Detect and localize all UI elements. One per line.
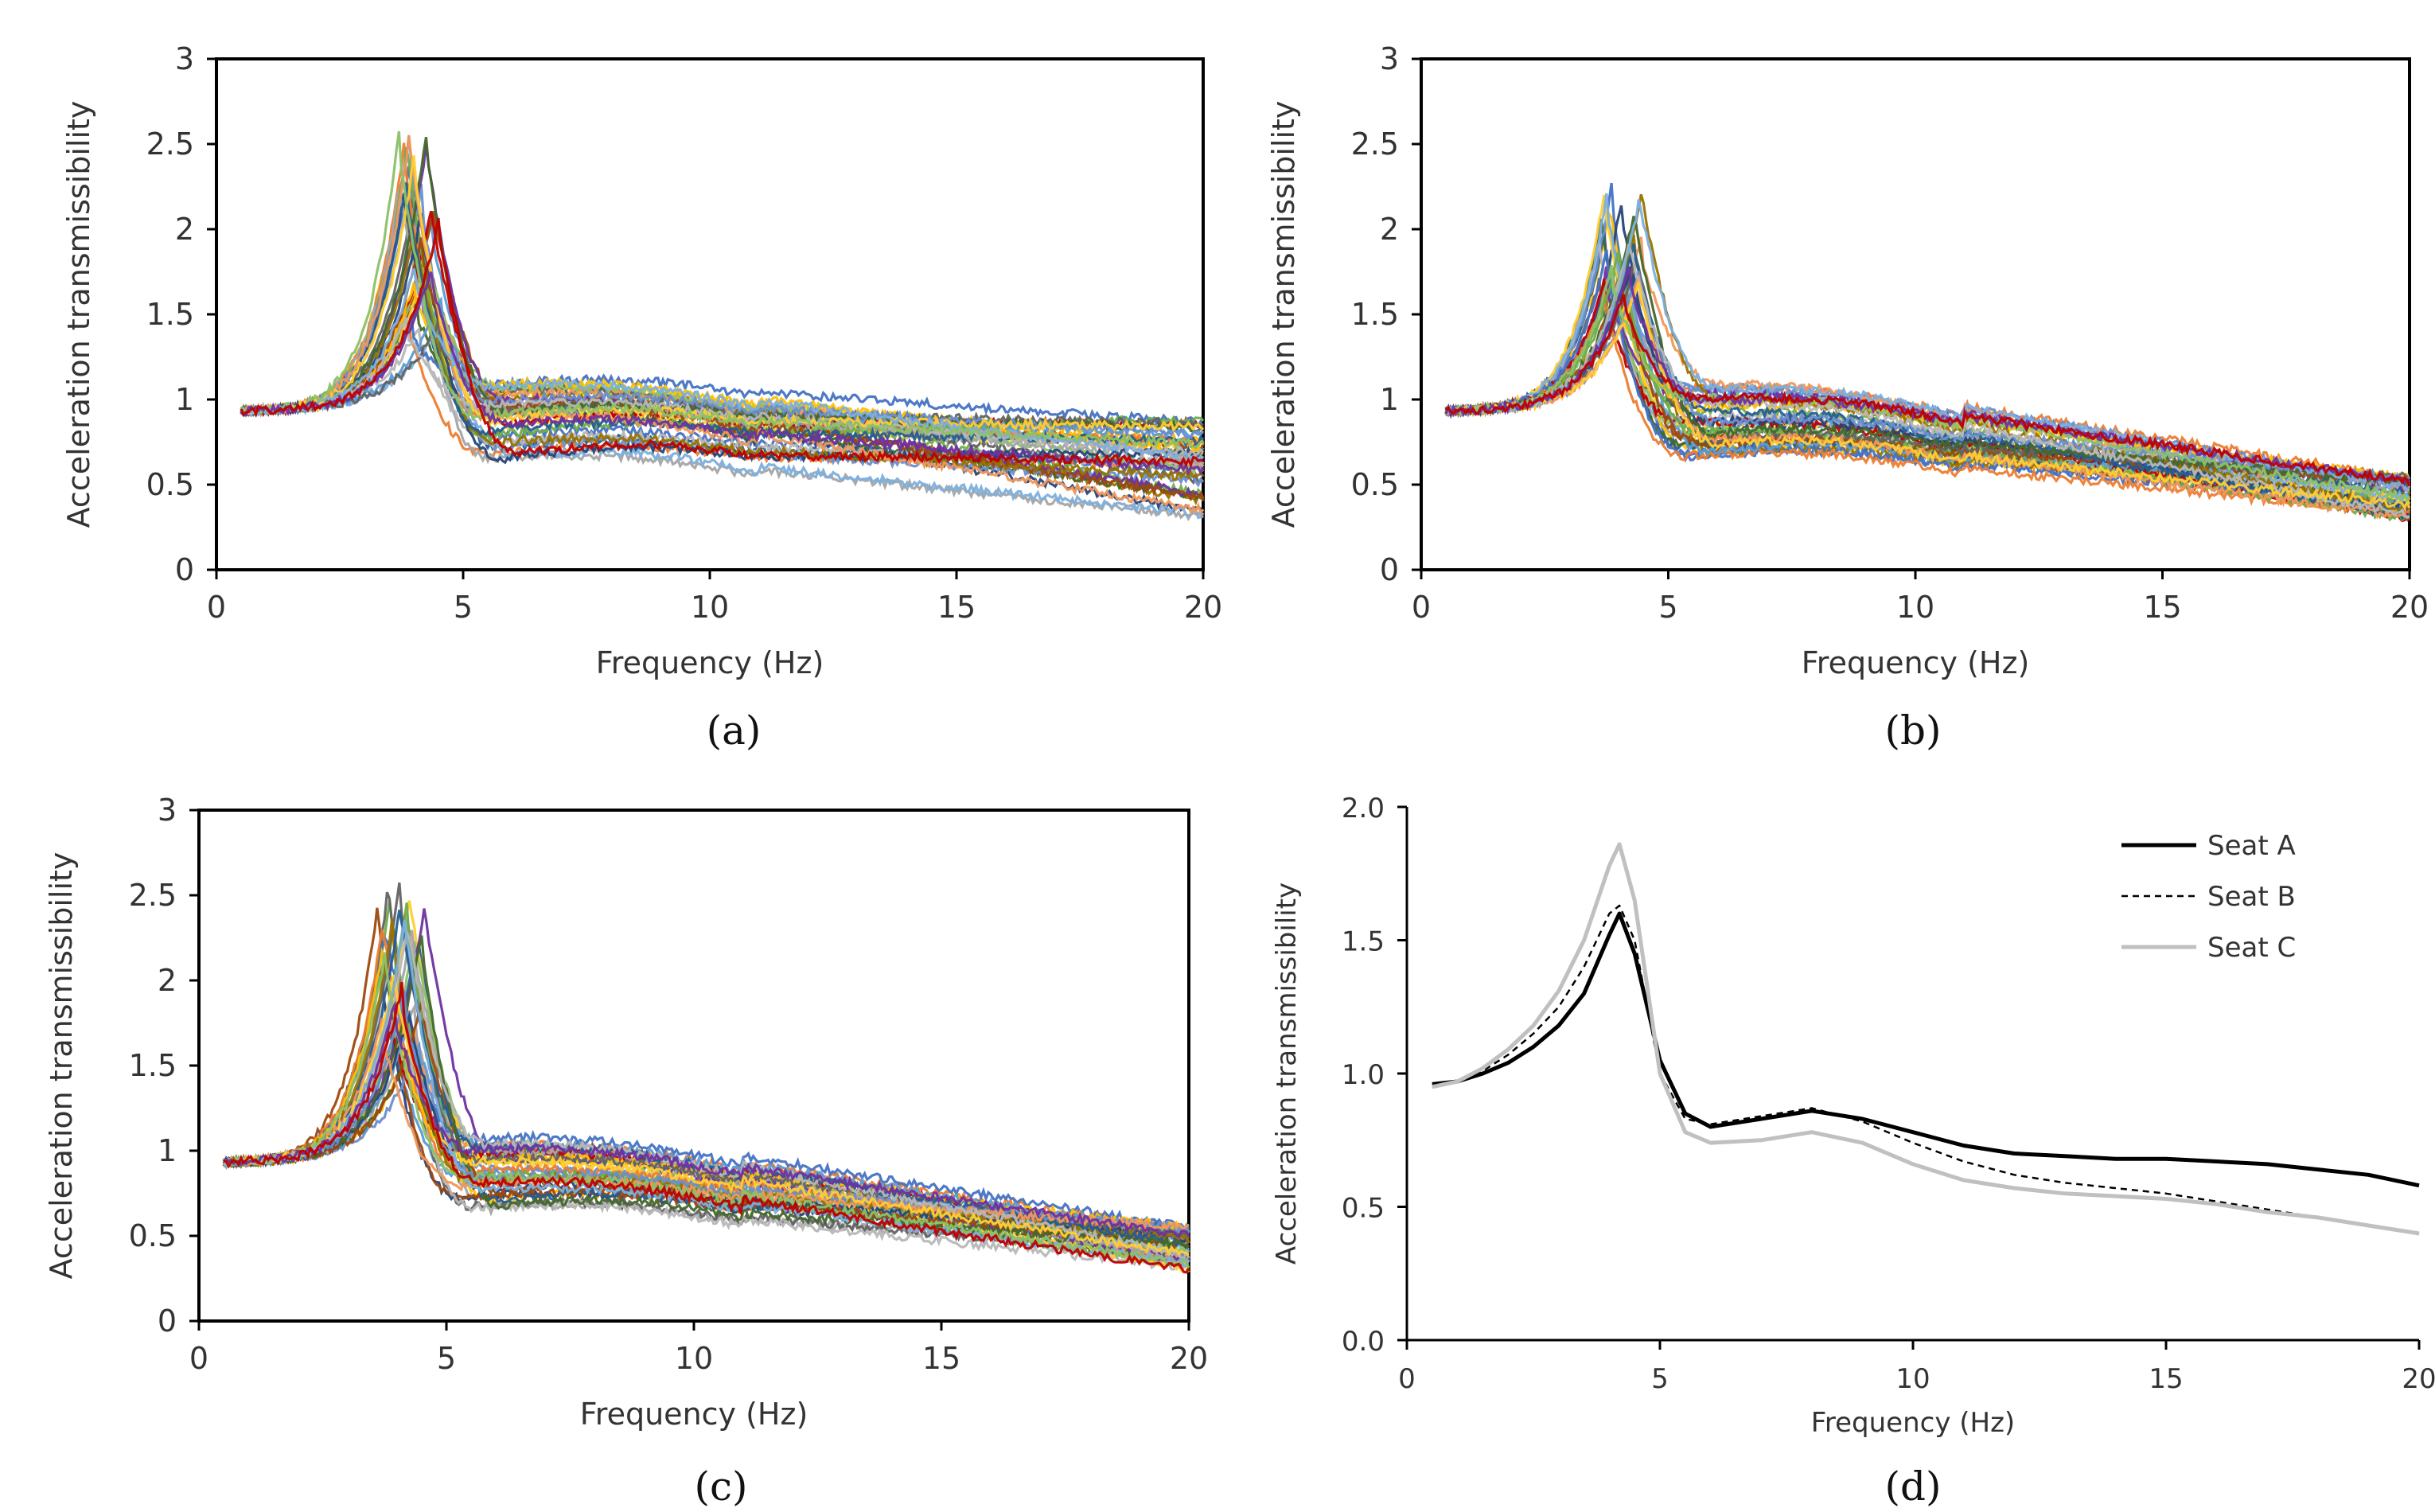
y-tick-label: 0 bbox=[175, 552, 194, 587]
series-line bbox=[240, 271, 1205, 476]
x-axis-title: Frequency (Hz) bbox=[596, 645, 824, 680]
y-tick-label: 1 bbox=[175, 382, 194, 417]
x-tick-label: 10 bbox=[1895, 1363, 1930, 1395]
y-tick-label: 0.5 bbox=[1342, 1193, 1385, 1225]
y-tick-label: 0.5 bbox=[146, 467, 194, 502]
y-tick-label: 0 bbox=[158, 1304, 177, 1339]
x-tick-label: 0 bbox=[1398, 1363, 1416, 1395]
chart-panel-c: 0 5 10 15 20 0 0.5 1 1.5 2 2.5 3 Frequency (Hz) Accel… bbox=[44, 793, 1208, 1510]
y-tick-label: 3 bbox=[158, 793, 177, 828]
x-tick-label: 5 bbox=[1651, 1363, 1669, 1395]
y-axis-title: Acceleration transmissibility bbox=[44, 852, 79, 1280]
y-tick-label: 2.5 bbox=[146, 127, 194, 162]
series-line bbox=[1444, 271, 2410, 481]
x-tick-label: 0 bbox=[189, 1341, 208, 1376]
chart-panel-a: 0 5 10 15 20 0 0.5 1 1.5 2 2.5 3 Frequency (Hz) Accel… bbox=[61, 41, 1222, 754]
y-tick-label: 2 bbox=[175, 212, 194, 247]
x-tick-label: 15 bbox=[922, 1341, 960, 1376]
series-line bbox=[222, 920, 1190, 1269]
panel-caption: (d) bbox=[1884, 1463, 1941, 1510]
y-axis-title: Acceleration transmissibility bbox=[1271, 883, 1303, 1265]
panel-caption: (c) bbox=[694, 1463, 747, 1510]
series-line bbox=[240, 212, 1204, 465]
legend-label: Seat B bbox=[2207, 881, 2296, 913]
series-line bbox=[240, 155, 1205, 433]
x-tick-label: 15 bbox=[2143, 590, 2181, 625]
series-line bbox=[240, 217, 1204, 468]
x-tick-label: 0 bbox=[207, 590, 226, 625]
series-line bbox=[240, 135, 1205, 439]
series-line bbox=[1444, 290, 2410, 521]
series-line bbox=[223, 1001, 1190, 1251]
x-tick-label: 0 bbox=[1412, 590, 1431, 625]
y-tick-label: 1.5 bbox=[146, 297, 194, 332]
x-axis-title: Frequency (Hz) bbox=[1811, 1407, 2015, 1439]
y-tick-label: 3 bbox=[175, 41, 194, 76]
series-line bbox=[1444, 244, 2410, 519]
y-tick-label: 1 bbox=[1380, 382, 1399, 417]
y-tick-label: 0.5 bbox=[129, 1218, 177, 1253]
x-tick-label: 5 bbox=[454, 590, 473, 625]
y-axis-title: Acceleration transmissibility bbox=[61, 101, 96, 528]
y-tick-label: 2 bbox=[158, 963, 177, 998]
y-tick-label: 3 bbox=[1380, 41, 1399, 76]
panel-caption: (b) bbox=[1884, 707, 1941, 754]
x-axis-title: Frequency (Hz) bbox=[1802, 645, 2030, 680]
y-tick-label: 2.5 bbox=[1351, 127, 1399, 162]
y-tick-label: 2.0 bbox=[1342, 793, 1385, 824]
x-tick-label: 10 bbox=[675, 1341, 713, 1376]
y-tick-label: 1.5 bbox=[1342, 926, 1385, 958]
series-line bbox=[240, 131, 1204, 451]
series-line bbox=[1445, 282, 2411, 511]
y-tick-label: 0 bbox=[1380, 552, 1399, 587]
x-tick-label: 15 bbox=[937, 590, 976, 625]
x-tick-label: 15 bbox=[2149, 1363, 2183, 1395]
y-tick-label: 1.5 bbox=[1351, 297, 1399, 332]
y-axis-title: Acceleration transmissibility bbox=[1266, 101, 1301, 528]
x-tick-label: 5 bbox=[437, 1341, 456, 1376]
x-axis-title: Frequency (Hz) bbox=[580, 1397, 808, 1432]
series-line bbox=[223, 974, 1190, 1260]
series-line-seat-a bbox=[1432, 911, 2420, 1188]
y-tick-label: 1 bbox=[158, 1133, 177, 1168]
x-tick-label: 10 bbox=[1896, 590, 1934, 625]
y-tick-label: 0.0 bbox=[1342, 1326, 1385, 1358]
legend-label: Seat A bbox=[2207, 830, 2296, 862]
y-tick-label: 2.5 bbox=[129, 878, 177, 913]
series-line bbox=[1445, 275, 2410, 520]
y-tick-label: 1.5 bbox=[129, 1048, 177, 1083]
series-line bbox=[1444, 205, 2411, 491]
series-line bbox=[1444, 294, 2411, 487]
series-line bbox=[240, 134, 1205, 516]
x-tick-label: 20 bbox=[2402, 1363, 2435, 1395]
y-tick-label: 2 bbox=[1380, 212, 1399, 247]
y-tick-label: 1.0 bbox=[1342, 1059, 1385, 1091]
series-line bbox=[240, 268, 1205, 462]
legend-label: Seat C bbox=[2207, 932, 2296, 964]
panel-caption: (a) bbox=[707, 707, 762, 754]
x-tick-label: 20 bbox=[1170, 1341, 1208, 1376]
chart-panel-d: 0 5 10 15 20 0.0 0.5 1.0 1.5 2.0 Frequency (Hz) Acc… bbox=[1271, 793, 2435, 1510]
x-tick-label: 10 bbox=[691, 590, 729, 625]
series-line bbox=[222, 1000, 1190, 1239]
x-tick-label: 5 bbox=[1658, 590, 1677, 625]
series-line bbox=[1444, 266, 2411, 487]
series-line-seat-b bbox=[1432, 904, 2420, 1235]
x-tick-label: 20 bbox=[2390, 590, 2429, 625]
y-tick-label: 0.5 bbox=[1351, 467, 1399, 502]
chart-panel-b: 0 5 10 15 20 0 0.5 1 1.5 2 2.5 3 Frequency (Hz) Accel… bbox=[1266, 41, 2429, 754]
series-line bbox=[224, 981, 1190, 1274]
x-tick-label: 20 bbox=[1184, 590, 1222, 625]
series-line-seat-c bbox=[1432, 842, 2420, 1236]
series-line bbox=[1444, 264, 2411, 503]
